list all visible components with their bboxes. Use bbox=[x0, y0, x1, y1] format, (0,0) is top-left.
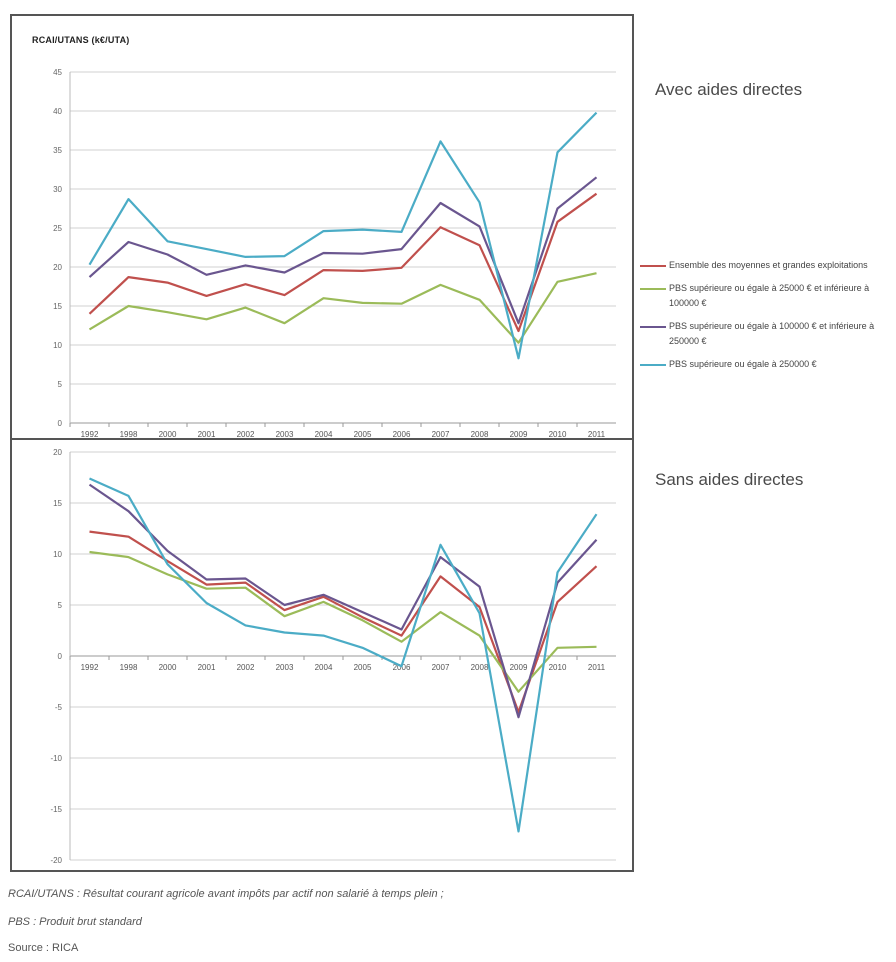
y-tick-label: 35 bbox=[53, 146, 62, 155]
note-source: Source : RICA bbox=[8, 942, 79, 954]
series-line bbox=[88, 272, 597, 344]
series-line bbox=[88, 192, 598, 333]
series-line bbox=[89, 550, 597, 693]
x-tick-label: 2000 bbox=[159, 663, 177, 672]
panel-title-top: Avec aides directes bbox=[655, 80, 803, 99]
legend-swatch bbox=[640, 288, 666, 290]
y-tick-label: -5 bbox=[55, 703, 63, 712]
x-tick-label: 2008 bbox=[471, 663, 489, 672]
y-tick-label: -20 bbox=[50, 856, 62, 865]
note-pbs: PBS : Produit brut standard bbox=[8, 916, 142, 928]
x-tick-label: 2009 bbox=[510, 430, 528, 439]
y-tick-label: 15 bbox=[53, 302, 62, 311]
y-tick-label: 5 bbox=[58, 601, 63, 610]
x-tick-label: 1998 bbox=[120, 430, 138, 439]
legend: Ensemble des moyennes et grandes exploit… bbox=[640, 258, 896, 380]
legend-item: Ensemble des moyennes et grandes exploit… bbox=[640, 258, 896, 273]
x-tick-label: 2011 bbox=[588, 430, 606, 439]
y-tick-label: 10 bbox=[53, 550, 62, 559]
series-line bbox=[89, 477, 598, 833]
legend-swatch bbox=[640, 326, 666, 328]
x-tick-label: 1998 bbox=[120, 663, 138, 672]
y-tick-label: 45 bbox=[53, 68, 62, 77]
x-tick-label: 2005 bbox=[354, 663, 372, 672]
chart-frame-bottom bbox=[10, 438, 634, 872]
x-tick-label: 2010 bbox=[549, 663, 567, 672]
y-tick-label: 40 bbox=[53, 107, 62, 116]
y-tick-label: 20 bbox=[53, 448, 62, 457]
legend-swatch bbox=[640, 265, 666, 267]
legend-label: Ensemble des moyennes et grandes exploit… bbox=[669, 260, 868, 270]
y-tick-label: 10 bbox=[53, 341, 62, 350]
x-tick-label: 1992 bbox=[81, 663, 99, 672]
x-tick-label: 2011 bbox=[588, 663, 606, 672]
y-tick-label: -10 bbox=[50, 754, 62, 763]
legend-label: PBS supérieure ou égale à 25000 € et inf… bbox=[669, 283, 870, 308]
x-tick-label: 2004 bbox=[315, 430, 333, 439]
y-tick-label: 15 bbox=[53, 499, 62, 508]
panel-title-bottom: Sans aides directes bbox=[655, 470, 804, 489]
x-tick-label: 2007 bbox=[432, 663, 450, 672]
x-tick-label: 2006 bbox=[393, 663, 411, 672]
legend-item: PBS supérieure ou égale à 25000 € et inf… bbox=[640, 281, 896, 311]
x-tick-label: 2004 bbox=[315, 663, 333, 672]
x-tick-label: 2000 bbox=[159, 430, 177, 439]
y-tick-label: 0 bbox=[58, 419, 63, 428]
x-tick-label: 2002 bbox=[237, 663, 255, 672]
x-tick-label: 2003 bbox=[276, 663, 294, 672]
series-line bbox=[88, 176, 598, 325]
note-rcai: RCAI/UTANS : Résultat courant agricole a… bbox=[8, 888, 444, 900]
legend-item: PBS supérieure ou égale à 250000 € bbox=[640, 357, 896, 372]
x-tick-label: 2003 bbox=[276, 430, 294, 439]
series-line bbox=[88, 111, 598, 360]
legend-label: PBS supérieure ou égale à 250000 € bbox=[669, 359, 817, 369]
x-tick-label: 2009 bbox=[510, 663, 528, 672]
chart-frame-top bbox=[10, 14, 634, 440]
x-tick-label: 2010 bbox=[549, 430, 567, 439]
legend-label: PBS supérieure ou égale à 100000 € et in… bbox=[669, 321, 875, 346]
series-line bbox=[88, 483, 598, 719]
y-tick-label: 0 bbox=[58, 652, 63, 661]
y-tick-label: 30 bbox=[53, 185, 62, 194]
y-axis-label-top: RCAI/UTANS (k€/UTA) bbox=[32, 35, 130, 45]
y-tick-label: 20 bbox=[53, 263, 62, 272]
x-tick-label: 2002 bbox=[237, 430, 255, 439]
x-tick-label: 2007 bbox=[432, 430, 450, 439]
y-tick-label: 5 bbox=[58, 380, 63, 389]
legend-swatch bbox=[640, 364, 666, 366]
y-tick-label: -15 bbox=[50, 805, 62, 814]
y-tick-label: 25 bbox=[53, 224, 62, 233]
x-tick-label: 2001 bbox=[198, 663, 216, 672]
x-tick-label: 2001 bbox=[198, 430, 216, 439]
x-tick-label: 2005 bbox=[354, 430, 372, 439]
legend-item: PBS supérieure ou égale à 100000 € et in… bbox=[640, 319, 896, 349]
x-tick-label: 2006 bbox=[393, 430, 411, 439]
x-tick-label: 2008 bbox=[471, 430, 489, 439]
x-tick-label: 1992 bbox=[81, 430, 99, 439]
